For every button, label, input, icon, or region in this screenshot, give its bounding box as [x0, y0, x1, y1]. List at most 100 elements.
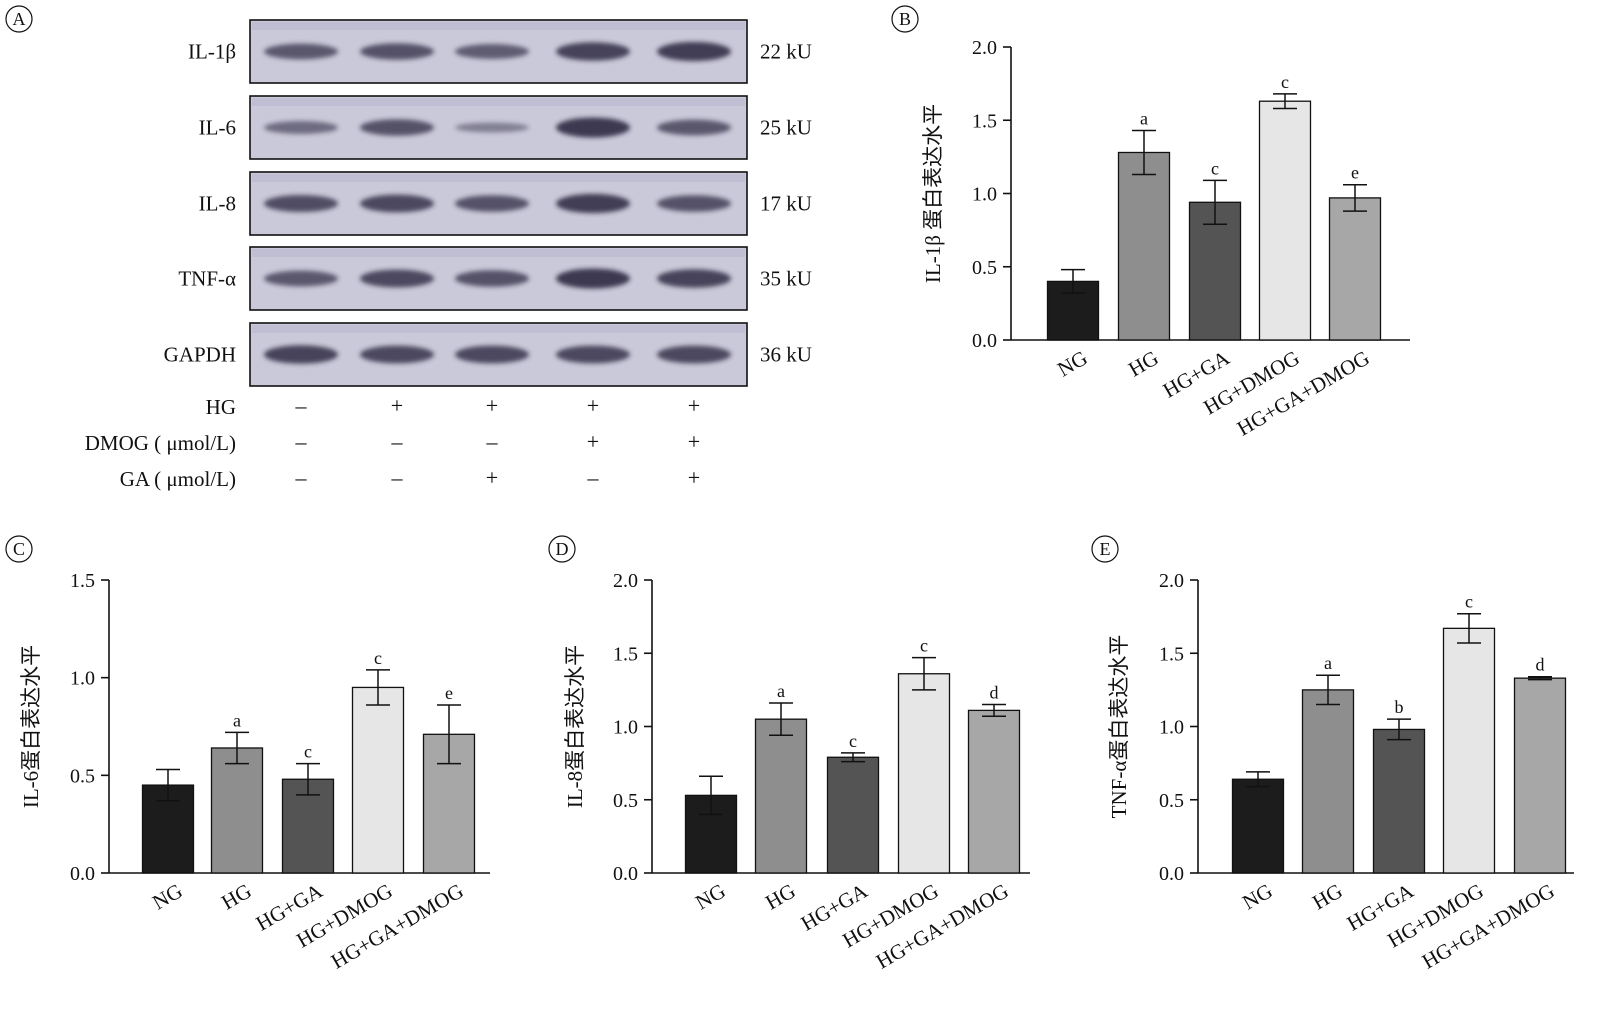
blot-band — [360, 269, 434, 288]
treatment-sign: + — [688, 465, 700, 490]
significance-label: a — [1324, 653, 1332, 673]
treatment-sign: + — [587, 393, 599, 418]
significance-label: c — [1211, 158, 1219, 178]
panel-label-c: C — [5, 535, 33, 563]
blot-row-3: TNF-α 35 kU — [178, 246, 812, 311]
blot-band — [455, 122, 529, 133]
treatment-sign: + — [486, 393, 498, 418]
x-tick-label: HG — [1124, 346, 1162, 382]
y-tick-label: 0.5 — [70, 765, 95, 787]
y-tick-label: 1.5 — [972, 110, 997, 132]
blot-strip-shade — [252, 98, 745, 106]
significance-label: c — [849, 731, 857, 751]
y-tick-label: 1.0 — [613, 717, 638, 739]
blot-band — [455, 195, 529, 212]
panel-label-text: C — [13, 539, 25, 559]
y-tick-label: 1.0 — [70, 668, 95, 690]
treatment-row-1: DMOG ( μmol/L) – – – + + — [85, 429, 700, 455]
significance-label: d — [1536, 655, 1545, 675]
blot-band — [264, 121, 338, 134]
bar — [1188, 201, 1242, 341]
x-tick-label: NG — [1053, 346, 1091, 382]
y-axis-label: IL-8蛋白表达水平 — [563, 645, 587, 808]
blot-protein-label: TNF-α — [178, 267, 236, 291]
y-tick-label: 0.0 — [613, 863, 638, 885]
panel-label-b: B — [891, 5, 919, 33]
significance-label: c — [1465, 592, 1473, 612]
blot-strip-shade — [252, 325, 745, 333]
y-tick-label: 1.5 — [70, 570, 95, 592]
treatment-sign: – — [391, 465, 404, 490]
y-tick-label: 1.0 — [1159, 717, 1184, 739]
x-tick-label: NG — [691, 879, 729, 915]
y-tick-label: 0.0 — [70, 863, 95, 885]
blot-strip-shade — [252, 174, 745, 182]
y-tick-label: 0.0 — [972, 330, 997, 352]
blot-band — [556, 42, 630, 61]
panel-e-chart: E0.00.51.01.52.0TNF-α蛋白表达水平NGaHGbHG+GAcH… — [1091, 535, 1574, 974]
blot-row-2: IL-8 17 kU — [199, 171, 812, 236]
blot-size-label: 25 kU — [760, 116, 812, 140]
panel-label-text: A — [13, 9, 26, 29]
y-tick-label: 1.0 — [972, 184, 997, 206]
significance-label: e — [1351, 163, 1359, 183]
bar — [967, 709, 1021, 874]
panel-a-western-blot: A IL-1β 22 kU IL-6 25 kU IL-8 17 kU TNF-α 35 kU G… — [5, 5, 812, 491]
treatment-sign: + — [391, 393, 403, 418]
blot-band — [264, 270, 338, 287]
y-axis-label: TNF-α蛋白表达水平 — [1107, 635, 1131, 819]
blot-band — [657, 269, 731, 288]
blot-band — [360, 345, 434, 364]
y-tick-label: 0.5 — [613, 790, 638, 812]
blot-protein-label: IL-8 — [199, 192, 236, 216]
y-axis-label: IL-1β 蛋白表达水平 — [921, 104, 945, 283]
x-tick-label: HG — [761, 879, 799, 915]
bar — [1328, 197, 1382, 341]
treatment-sign: – — [295, 429, 308, 454]
y-tick-label: 0.5 — [972, 257, 997, 279]
panel-label-text: B — [899, 9, 911, 29]
bar — [1513, 677, 1567, 874]
panel-d-chart: D0.00.51.01.52.0IL-8蛋白表达水平NGaHGcHG+GAcHG… — [548, 535, 1030, 974]
y-tick-label: 0.0 — [1159, 863, 1184, 885]
significance-label: a — [233, 710, 241, 730]
panel-label-circle — [5, 535, 33, 563]
y-tick-label: 0.5 — [1159, 790, 1184, 812]
treatment-sign: + — [688, 393, 700, 418]
bar — [897, 673, 951, 874]
blot-band — [455, 44, 529, 59]
blot-size-label: 22 kU — [760, 40, 812, 64]
bar — [1258, 100, 1312, 341]
x-tick-label: NG — [148, 879, 186, 915]
blot-band — [657, 41, 731, 62]
blot-band — [556, 193, 630, 214]
bar — [754, 718, 808, 874]
panel-b-chart: B0.00.51.01.52.0IL-1β 蛋白表达水平NGaHGcHG+GAc… — [891, 5, 1410, 441]
y-tick-label: 2.0 — [1159, 570, 1184, 592]
significance-label: c — [304, 742, 312, 762]
blot-band — [455, 270, 529, 287]
blot-band — [556, 117, 630, 138]
blot-strip-shade — [252, 22, 745, 30]
bar — [1231, 778, 1285, 874]
treatment-label: GA ( μmol/L) — [120, 467, 236, 491]
treatment-row-2: GA ( μmol/L) – – + – + — [120, 465, 700, 491]
panel-label-circle — [5, 5, 33, 33]
panel-label-text: D — [556, 539, 569, 559]
bar — [1442, 627, 1496, 874]
blot-band — [556, 345, 630, 364]
treatment-sign: + — [587, 429, 599, 454]
treatment-sign: + — [688, 429, 700, 454]
significance-label: c — [374, 648, 382, 668]
panel-label-text: E — [1100, 539, 1111, 559]
y-tick-label: 2.0 — [972, 37, 997, 59]
significance-label: c — [1281, 72, 1289, 92]
panel-label-d: D — [548, 535, 576, 563]
blot-size-label: 17 kU — [760, 192, 812, 216]
y-tick-label: 1.5 — [1159, 643, 1184, 665]
bar — [351, 686, 405, 874]
significance-label: c — [920, 636, 928, 656]
blot-band — [360, 43, 434, 60]
blot-strip-shade — [252, 249, 745, 257]
